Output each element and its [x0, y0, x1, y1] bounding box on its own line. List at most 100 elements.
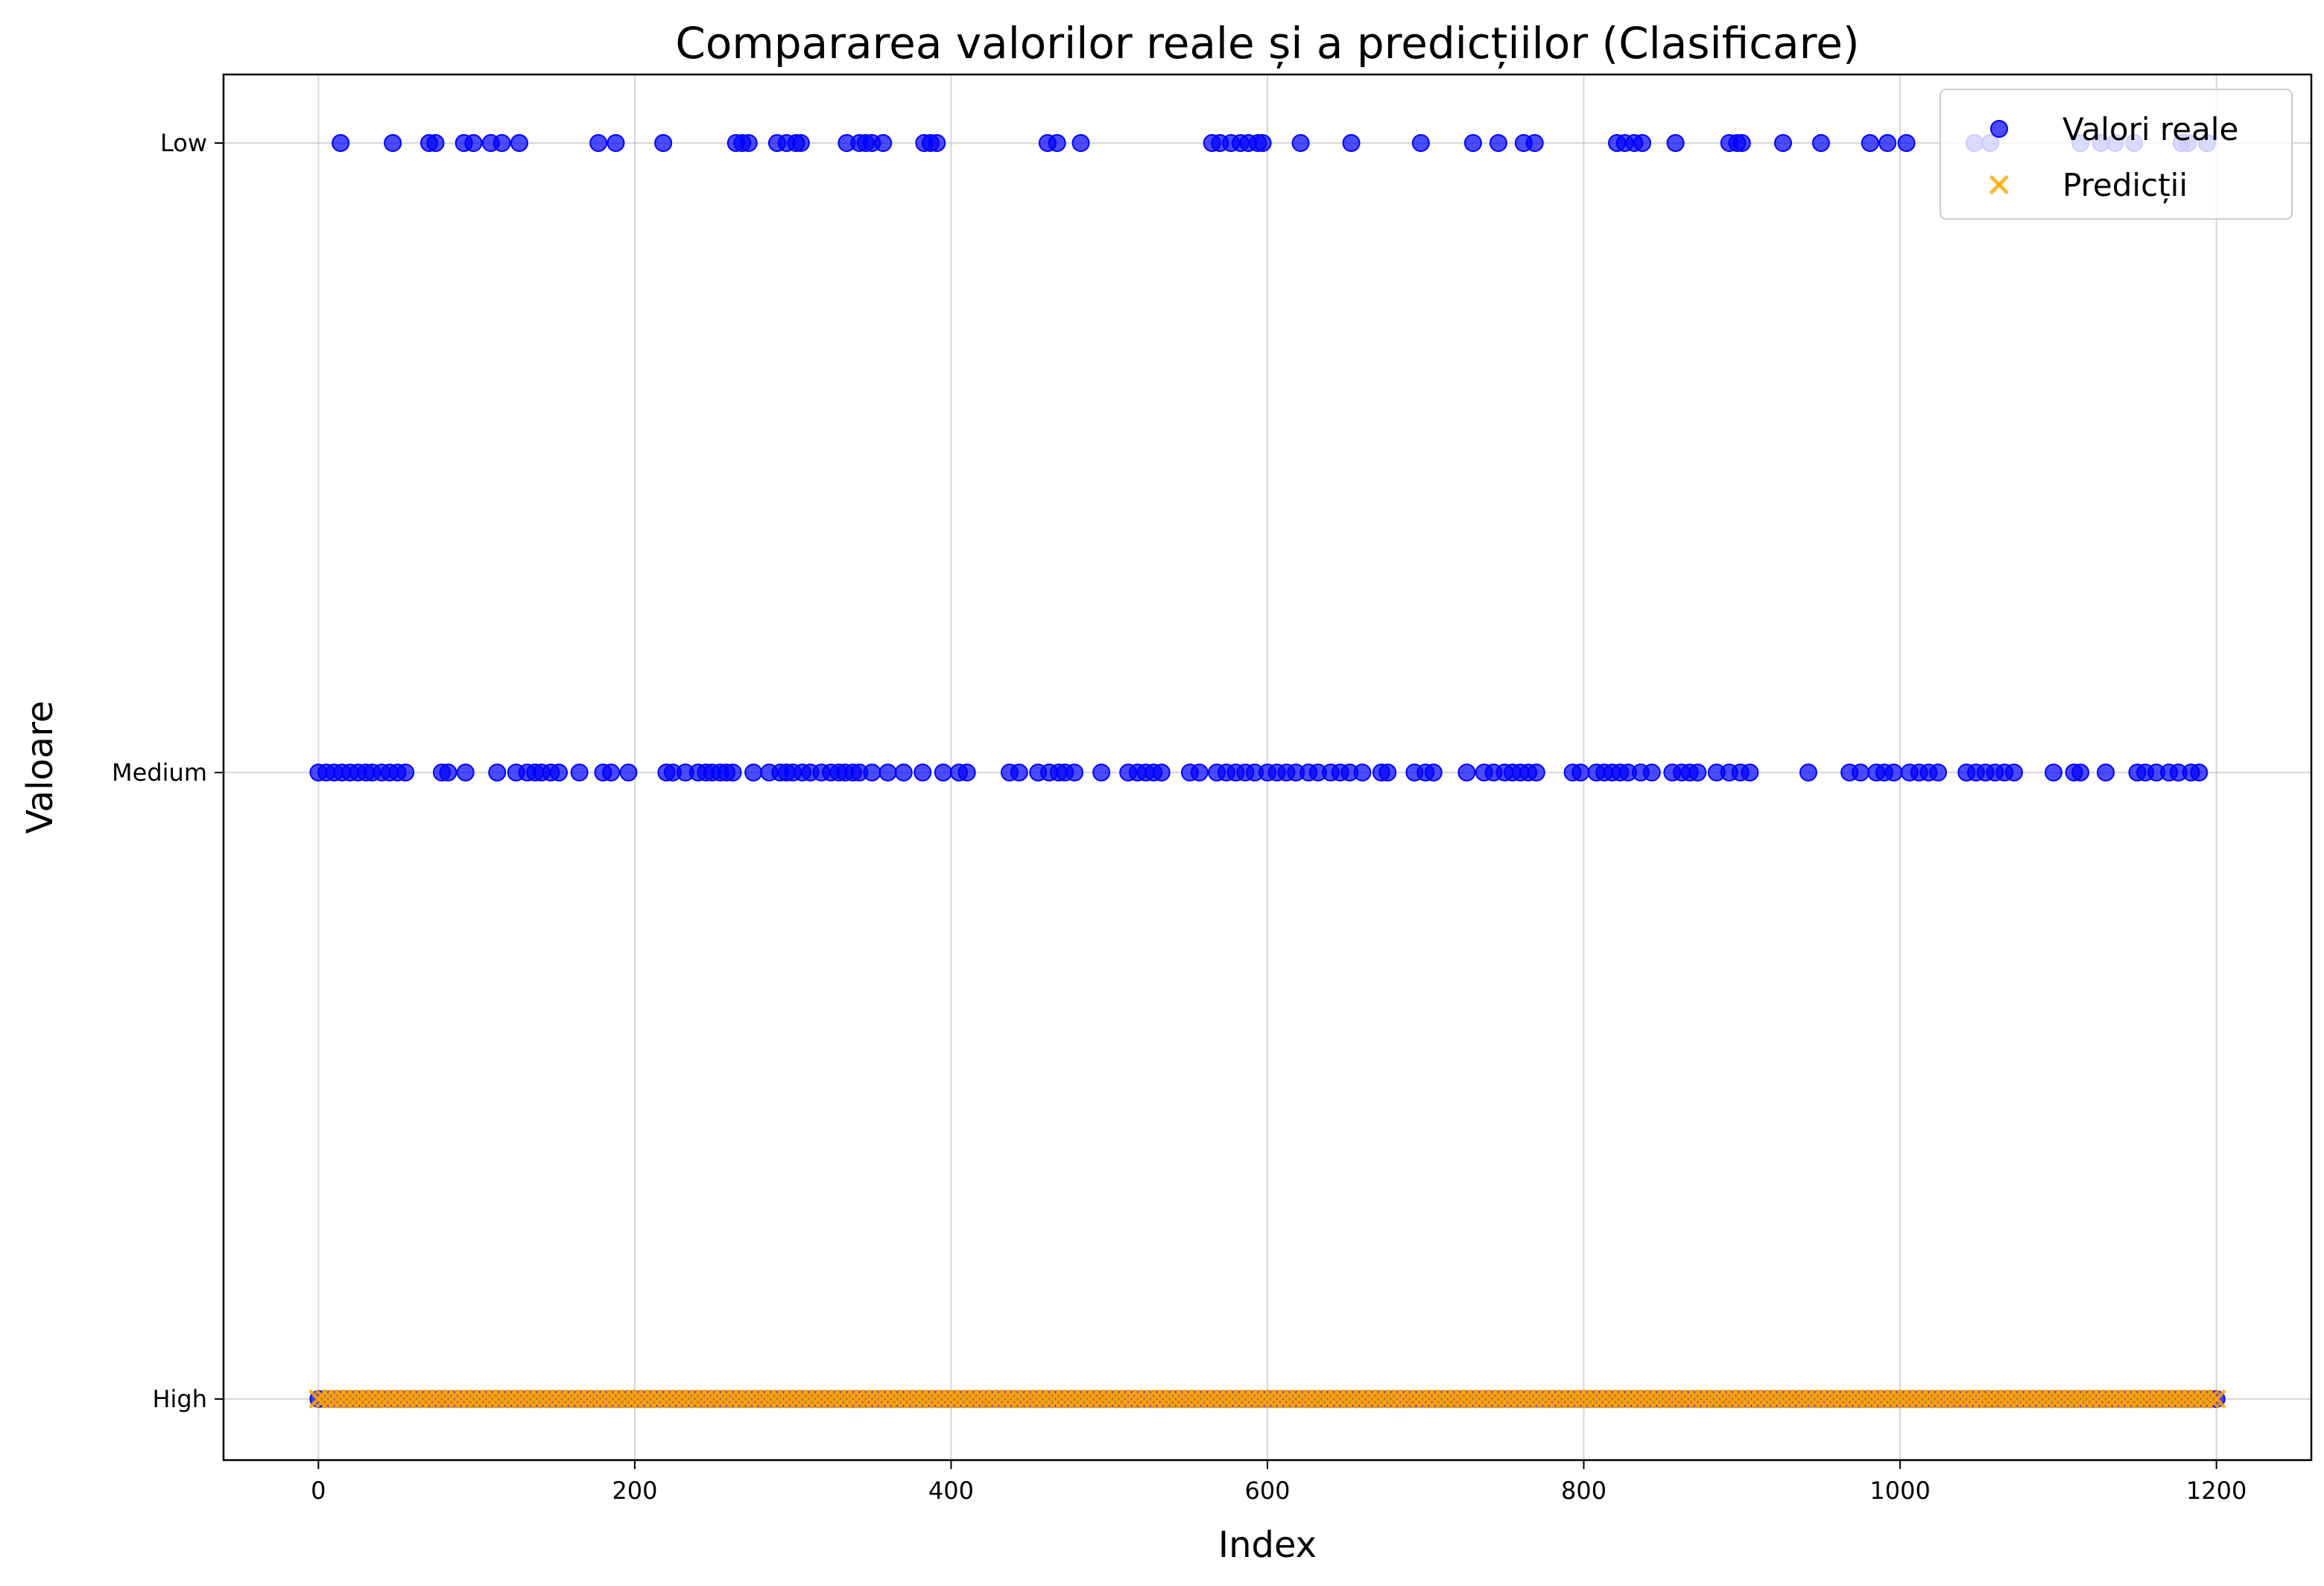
actual-point-low [332, 134, 350, 152]
predicted-point-high [1289, 1389, 1308, 1409]
actual-point-medium [1852, 764, 1870, 781]
predicted-point-high [1403, 1389, 1422, 1409]
predicted-point-high [688, 1389, 708, 1409]
predicted-point-high [1169, 1389, 1188, 1409]
predicted-point-high [556, 1389, 575, 1409]
predicted-point-high [1182, 1389, 1201, 1409]
predicted-point-high [1030, 1389, 1049, 1409]
actual-point-low [1774, 134, 1793, 152]
predicted-point-high [1283, 1389, 1302, 1409]
actual-point-medium [744, 764, 763, 781]
predicted-point-high [1466, 1389, 1486, 1409]
predicted-point-high [815, 1389, 835, 1409]
predicted-point-high [714, 1389, 733, 1409]
predicted-point-high [1327, 1389, 1346, 1409]
predicted-point-high [644, 1389, 663, 1409]
predicted-point-high [764, 1389, 784, 1409]
actual-point-medium [1010, 764, 1028, 781]
predicted-point-high [1435, 1389, 1454, 1409]
actual-point-medium [914, 764, 932, 781]
predicted-point-high [1542, 1389, 1562, 1409]
predicted-point-high [1106, 1389, 1125, 1409]
predicted-point-high [524, 1389, 543, 1409]
predicted-point-high [1549, 1389, 1568, 1409]
predicted-point-high [1852, 1389, 1872, 1409]
predicted-point-high [669, 1389, 688, 1409]
actual-point-low [1811, 134, 1830, 152]
predicted-point-high [1814, 1389, 1834, 1409]
actual-point-medium [2097, 764, 2115, 781]
predicted-point-high [334, 1389, 353, 1409]
predicted-point-high [720, 1389, 739, 1409]
predicted-point-high [998, 1389, 1018, 1409]
predicted-point-high [1713, 1389, 1732, 1409]
predicted-point-high [986, 1389, 1005, 1409]
predicted-point-high [1783, 1389, 1802, 1409]
predicted-point-high [2068, 1389, 2087, 1409]
x-tick-label: 600 [1244, 1476, 1290, 1505]
predicted-point-high [973, 1389, 992, 1409]
y-axis-ticks: High Medium Low [112, 129, 224, 1413]
predicted-point-high [455, 1389, 474, 1409]
predicted-point-high [1700, 1389, 1720, 1409]
predicted-point-high [1644, 1389, 1663, 1409]
predicted-point-high [1694, 1389, 1714, 1409]
predicted-point-high [821, 1389, 840, 1409]
predicted-point-high [2030, 1389, 2049, 1409]
actual-point-medium [2190, 764, 2209, 781]
predicted-point-high [1669, 1389, 1688, 1409]
predicted-point-high [379, 1389, 398, 1409]
predicted-point-high [2207, 1389, 2226, 1409]
actual-point-medium [878, 764, 897, 781]
actual-point-low [1861, 134, 1879, 152]
predicted-point-high [1872, 1389, 1891, 1409]
x-tick-label: 200 [612, 1476, 657, 1505]
predicted-point-high [796, 1389, 815, 1409]
predicted-point-high [1979, 1389, 1998, 1409]
predicted-point-high [1992, 1389, 2011, 1409]
predicted-point-high [1201, 1389, 1220, 1409]
legend-box [1940, 89, 2293, 220]
predicted-point-high [391, 1389, 411, 1409]
actual-point-low [589, 134, 608, 152]
predicted-point-high [429, 1389, 449, 1409]
predicted-point-high [2144, 1389, 2163, 1409]
predicted-point-high [732, 1389, 752, 1409]
predicted-point-high [2023, 1389, 2042, 1409]
actual-point-medium [1642, 764, 1661, 781]
predicted-point-high [1580, 1389, 1600, 1409]
predicted-point-high [1789, 1389, 1808, 1409]
predicted-point-high [1954, 1389, 1973, 1409]
actual-point-medium [863, 764, 881, 781]
predicted-point-high [1359, 1389, 1378, 1409]
predicted-point-high [1612, 1389, 1631, 1409]
predicted-point-high [656, 1389, 676, 1409]
predicted-point-high [625, 1389, 645, 1409]
actual-point-low [739, 134, 758, 152]
predicted-point-high [2131, 1389, 2150, 1409]
predicted-point-high [2137, 1389, 2156, 1409]
x-tick-label: 400 [928, 1476, 974, 1505]
actual-point-medium [619, 764, 638, 781]
predicted-point-high [1207, 1389, 1226, 1409]
actual-point-low [928, 134, 946, 152]
actual-point-low [426, 134, 445, 152]
predicted-point-high [884, 1389, 904, 1409]
predicted-point-high [1258, 1389, 1277, 1409]
predicted-point-high [1049, 1389, 1068, 1409]
predicted-point-high [498, 1389, 518, 1409]
predicted-point-high [1428, 1389, 1448, 1409]
x-tick-label: 1000 [1869, 1476, 1930, 1505]
actual-point-low [493, 134, 511, 152]
legend-actual-marker [1990, 120, 2008, 138]
predicted-point-high [1340, 1389, 1359, 1409]
predicted-point-high [493, 1389, 512, 1409]
chart-title: Compararea valorilor reale și a predicți… [675, 18, 1859, 69]
predicted-point-high [1928, 1389, 1948, 1409]
predicted-point-high [1511, 1389, 1530, 1409]
predicted-point-high [701, 1389, 721, 1409]
predicted-point-high [384, 1389, 404, 1409]
predicted-point-high [543, 1389, 563, 1409]
